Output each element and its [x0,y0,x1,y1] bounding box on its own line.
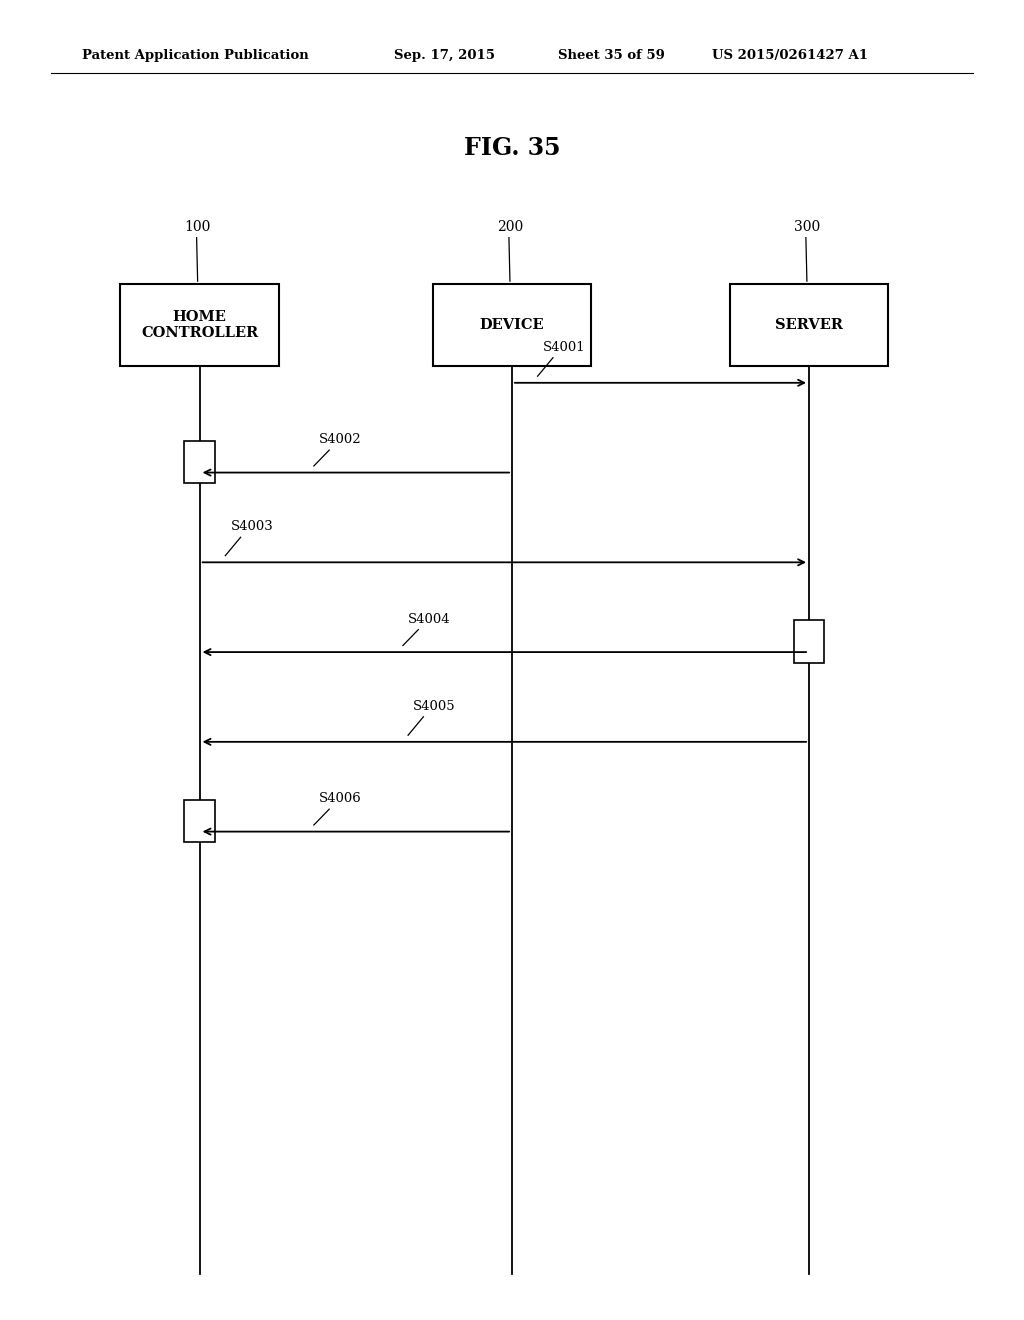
Text: HOME
CONTROLLER: HOME CONTROLLER [141,310,258,339]
Text: US 2015/0261427 A1: US 2015/0261427 A1 [712,49,867,62]
Text: SERVER: SERVER [775,318,843,331]
Text: Sheet 35 of 59: Sheet 35 of 59 [558,49,665,62]
Text: 200: 200 [497,219,523,234]
Text: DEVICE: DEVICE [479,318,545,331]
Text: S4006: S4006 [319,792,361,805]
Text: Sep. 17, 2015: Sep. 17, 2015 [394,49,496,62]
Text: S4004: S4004 [408,612,451,626]
Text: S4003: S4003 [230,520,273,533]
Text: S4001: S4001 [543,341,586,354]
Bar [432,284,592,366]
Text: Patent Application Publication: Patent Application Publication [82,49,308,62]
Text: 100: 100 [184,219,211,234]
Bar [184,441,215,483]
Bar [794,620,824,663]
Text: FIG. 35: FIG. 35 [464,136,560,160]
Text: S4002: S4002 [319,433,361,446]
Bar [729,284,889,366]
Bar [184,800,215,842]
Bar [121,284,279,366]
Text: S4005: S4005 [413,700,456,713]
Text: 300: 300 [794,219,820,234]
